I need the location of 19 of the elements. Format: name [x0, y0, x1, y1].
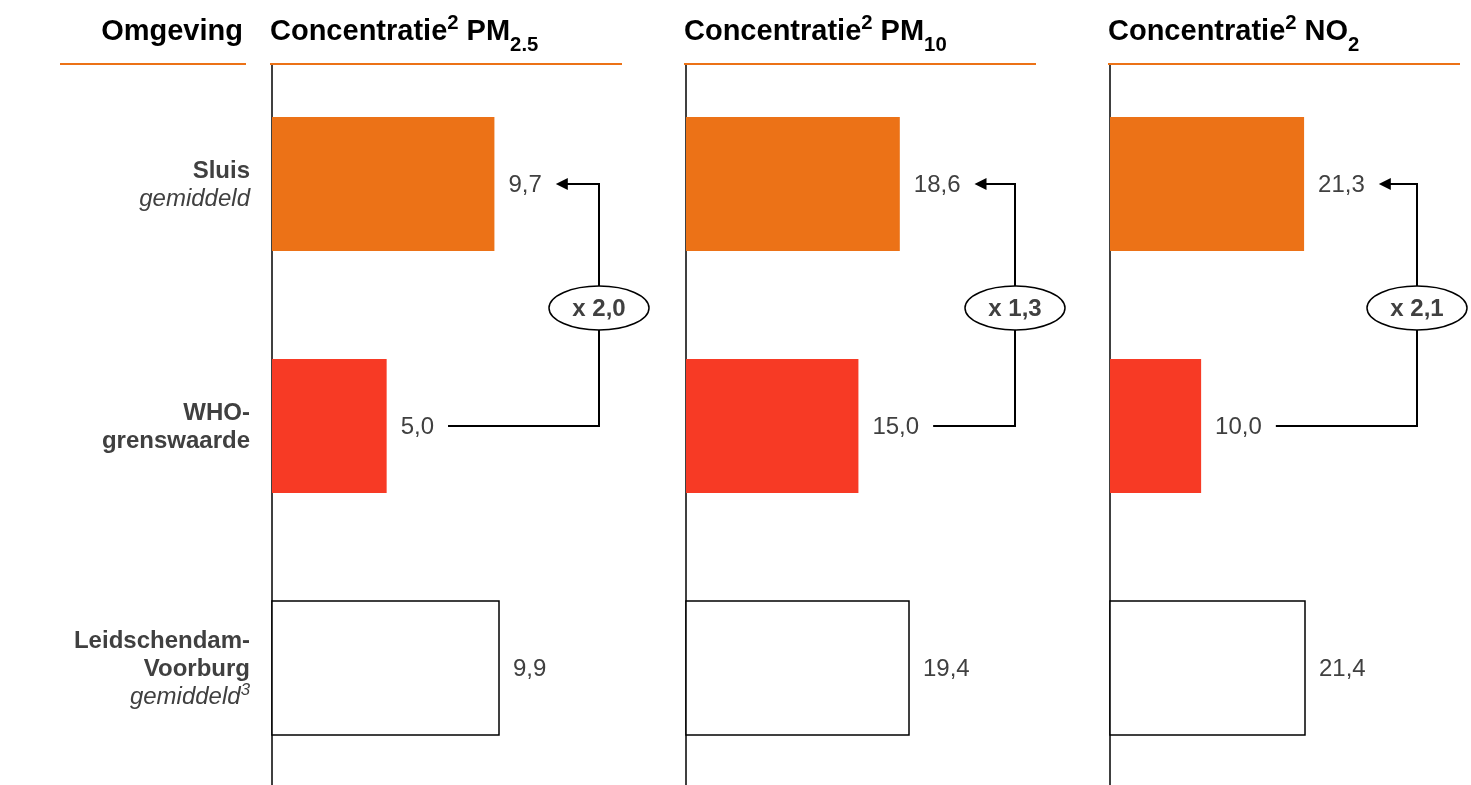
y-tick-label: Sluis gemiddeld — [139, 156, 251, 212]
y-tick-label: Leidschendam- Voorburg gemiddeld$^{3}$ — [73, 626, 251, 710]
data-label: 21,3 — [1318, 170, 1365, 198]
data-label: 9,9 — [513, 654, 547, 682]
text: x 2,0 — [572, 294, 626, 322]
chart-title: Concentratie$^{2}$ PM$_{10}$ — [684, 11, 947, 55]
data-label: 21,4 — [1319, 654, 1366, 682]
y-tick-label: WHO- grenswaarde — [101, 398, 250, 454]
chart-title: Concentratie$^{2}$ NO$_{2}$ — [1108, 11, 1360, 55]
y-axis-title: Omgeving — [101, 14, 243, 46]
data-label: 5,0 — [400, 412, 435, 440]
data-label: 10,0 — [1215, 412, 1262, 440]
text: x 2,1 — [1390, 294, 1444, 322]
data-label: 19,4 — [923, 654, 970, 682]
chart-title: Concentratie$^{2}$ PM$_{2.5}$ — [270, 11, 539, 55]
data-label: 18,6 — [913, 170, 961, 198]
text: x 1,3 — [988, 294, 1042, 322]
data-label: 9,7 — [508, 170, 542, 198]
data-label: 15,0 — [872, 412, 920, 440]
